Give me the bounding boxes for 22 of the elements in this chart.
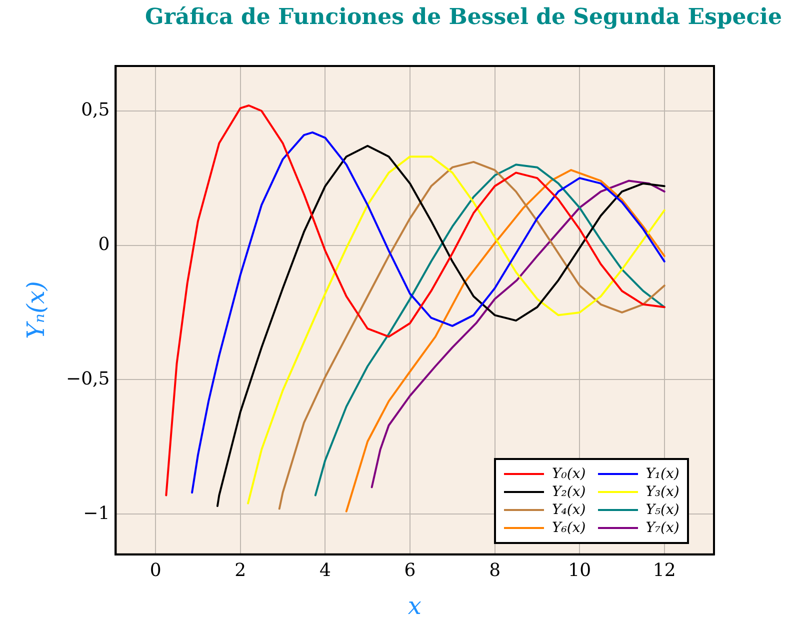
- x-tick-label: 0: [150, 560, 162, 581]
- legend-label: Y₃(x): [646, 484, 680, 500]
- legend-label: Y₅(x): [646, 502, 680, 518]
- y-tick-label: −1: [83, 502, 110, 524]
- x-tick-label: 10: [568, 560, 592, 581]
- x-tick-label: 8: [489, 560, 501, 581]
- legend-label: Y₇(x): [646, 520, 680, 536]
- legend-label: Y₁(x): [646, 466, 680, 482]
- x-tick-label: 4: [319, 560, 331, 581]
- x-axis-title: x: [408, 592, 422, 620]
- y-tick-label: −0,5: [66, 368, 110, 390]
- legend-label: Y₀(x): [552, 466, 586, 482]
- legend-label: Y₂(x): [552, 484, 586, 500]
- x-tick-label: 6: [404, 560, 416, 581]
- legend-label: Y₄(x): [552, 502, 586, 518]
- legend-label: Y₆(x): [552, 520, 586, 536]
- x-tick-label: 2: [234, 560, 246, 581]
- y-tick-label: 0,5: [81, 100, 110, 121]
- y-tick-label: 0: [98, 234, 110, 255]
- x-tick-label: 12: [652, 560, 676, 581]
- y-axis-title: Yₙ(x): [22, 281, 50, 340]
- chart-title: Gráfica de Funciones de Bessel de Segunda Especie: [145, 4, 782, 30]
